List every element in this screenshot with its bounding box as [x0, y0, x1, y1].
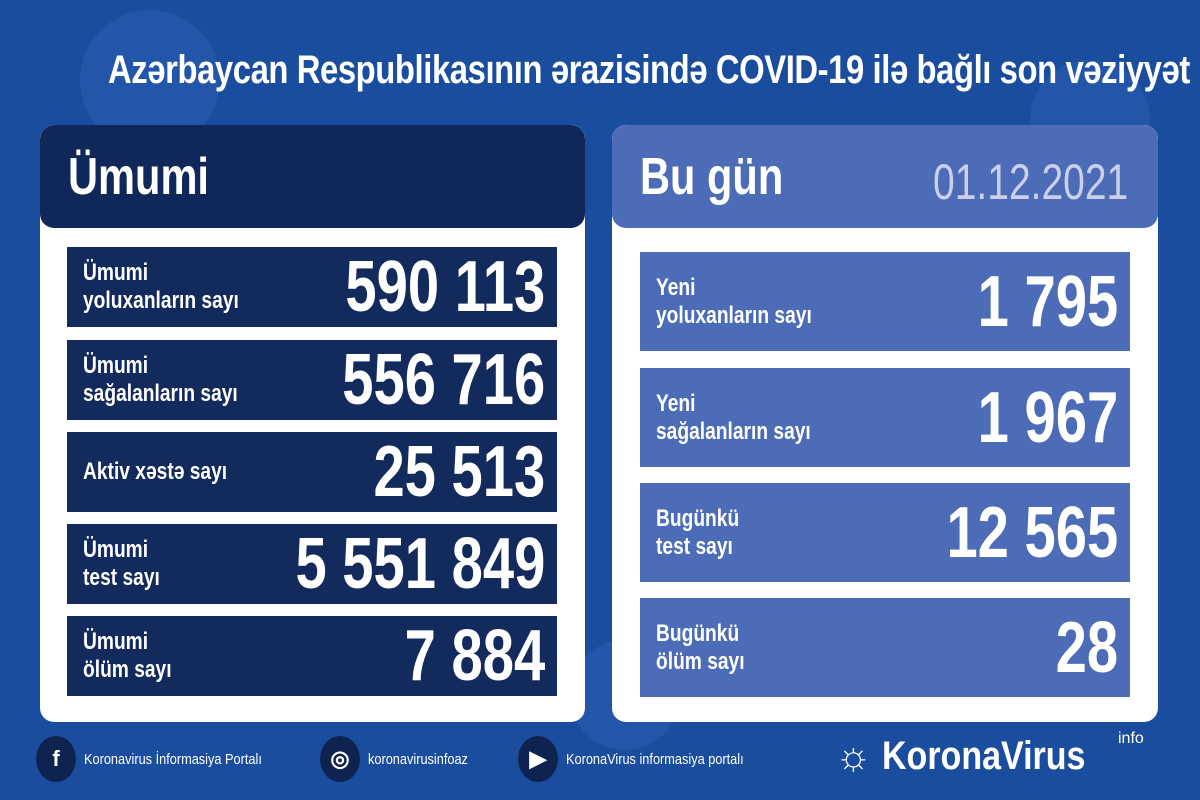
- instagram-label: koronavirusinfoaz: [368, 750, 468, 768]
- stat-row: Bugünkü ölüm sayı 28: [640, 598, 1130, 697]
- facebook-icon: f: [36, 736, 76, 782]
- koronavirus-logo: ☼ KoronaVirus info: [835, 730, 1144, 779]
- stat-row: Ümumi yoluxanların sayı 590 113: [67, 247, 557, 327]
- stat-row: Aktiv xəstə sayı 25 513: [67, 432, 557, 512]
- stat-label: Yeni yoluxanların sayı: [656, 273, 812, 329]
- youtube-icon: ▶: [518, 736, 558, 782]
- stat-row: Yeni yoluxanların sayı 1 795: [640, 252, 1130, 351]
- today-panel: Bu gün 01.12.2021 Yeni yoluxanların sayı…: [612, 125, 1158, 722]
- total-heading: Ümumi: [68, 148, 209, 206]
- stat-value: 25 513: [373, 432, 545, 512]
- instagram-icon: ◎: [320, 736, 360, 782]
- total-header: Ümumi: [40, 125, 585, 228]
- stat-label: Ümumi ölüm sayı: [83, 628, 172, 683]
- stat-value: 5 551 849: [295, 524, 545, 604]
- logo-sup: info: [1118, 730, 1144, 747]
- stat-label: Ümumi yoluxanların sayı: [83, 259, 239, 314]
- facebook-label: Koronavirus İnformasiya Portalı: [84, 750, 262, 768]
- stat-value: 590 113: [345, 247, 545, 327]
- stat-label: Ümumi sağalanların sayı: [83, 352, 238, 407]
- stat-label: Bugünkü ölüm sayı: [656, 619, 745, 675]
- youtube-link[interactable]: ▶ KoronaVirus informasiya portalı: [518, 736, 775, 782]
- stat-label: Ümumi test sayı: [83, 536, 160, 591]
- stat-row: Ümumi ölüm sayı 7 884: [67, 616, 557, 696]
- stat-row: Yeni sağalanların sayı 1 967: [640, 368, 1130, 467]
- stat-label: Aktiv xəstə sayı: [83, 458, 228, 485]
- facebook-link[interactable]: f Koronavirus İnformasiya Portalı: [36, 736, 293, 782]
- total-panel: Ümumi Ümumi yoluxanların sayı 590 113 Ümu…: [40, 125, 585, 722]
- stat-value: 12 565: [946, 492, 1118, 573]
- stat-row: Ümumi sağalanların sayı 556 716: [67, 340, 557, 420]
- stat-value: 7 884: [404, 616, 545, 696]
- stat-value: 1 795: [977, 261, 1118, 342]
- stat-label: Yeni sağalanların sayı: [656, 389, 811, 445]
- youtube-label: KoronaVirus informasiya portalı: [566, 750, 744, 768]
- stat-value: 556 716: [341, 340, 545, 420]
- instagram-link[interactable]: ◎ koronavirusinfoaz: [320, 736, 486, 782]
- today-header: Bu gün 01.12.2021: [612, 125, 1158, 228]
- page-title: Azərbaycan Respublikasının ərazisində CO…: [108, 48, 1190, 92]
- footer: f Koronavirus İnformasiya Portalı ◎ korona…: [0, 736, 1200, 786]
- logo-text: KoronaVirus: [881, 734, 1086, 778]
- date: 01.12.2021: [932, 154, 1128, 210]
- stat-value: 28: [1055, 607, 1118, 688]
- sun-virus-icon: ☼: [835, 734, 872, 778]
- stat-row: Bugünkü test sayı 12 565: [640, 483, 1130, 582]
- stat-row: Ümumi test sayı 5 551 849: [67, 524, 557, 604]
- stat-label: Bugünkü test sayı: [656, 504, 740, 560]
- today-heading: Bu gün: [640, 148, 784, 206]
- stat-value: 1 967: [977, 377, 1118, 458]
